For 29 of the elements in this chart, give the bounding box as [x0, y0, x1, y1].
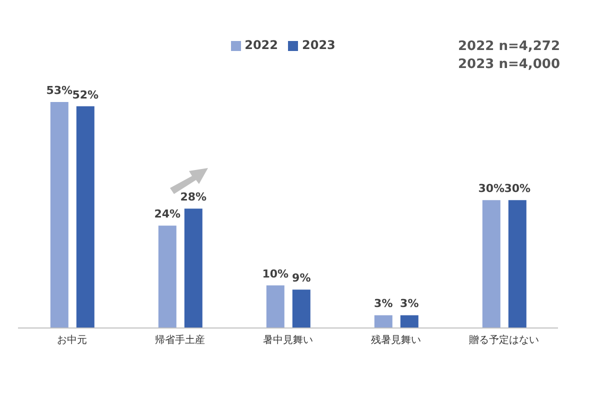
bar — [266, 285, 284, 328]
bar — [508, 200, 526, 328]
data-label: 9% — [292, 272, 311, 285]
bar — [400, 315, 418, 328]
bar — [184, 208, 202, 328]
text: 2022 n=4,272 — [458, 38, 560, 56]
data-label: 53% — [46, 84, 73, 97]
legend-label: 2022 — [244, 38, 278, 52]
data-label: 30% — [504, 182, 531, 196]
data-label: 24% — [154, 208, 181, 221]
bar — [50, 102, 68, 328]
bar — [76, 106, 94, 328]
data-label: 10% — [262, 267, 289, 280]
data-label: 28% — [180, 190, 207, 204]
data-label: 30% — [478, 182, 505, 196]
x-tick-label: 帰省手土産 — [155, 334, 205, 346]
x-tick-label: 贈る予定はない — [469, 334, 539, 346]
bar — [158, 226, 176, 328]
x-tick-label: お中元 — [57, 334, 87, 346]
bar — [374, 315, 392, 328]
x-tick-label: 残暑見舞い — [371, 334, 421, 346]
x-tick-label: 暑中見舞い — [263, 334, 313, 346]
bar — [292, 290, 310, 328]
data-label: 3% — [374, 297, 393, 310]
data-label: 3% — [400, 297, 419, 310]
data-label: 52% — [72, 88, 99, 102]
bar — [482, 200, 500, 328]
text: 2023 n=4,000 — [458, 56, 560, 74]
legend-label: 2023 — [302, 38, 336, 52]
